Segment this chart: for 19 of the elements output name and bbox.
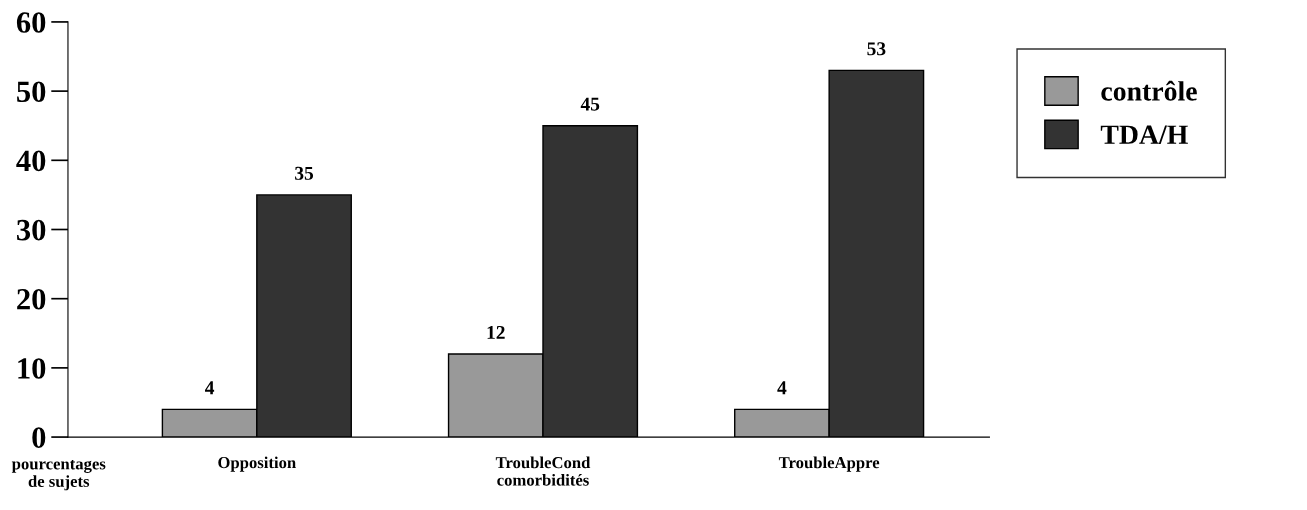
y-tick-label: 30 xyxy=(17,219,46,241)
x-tick-label: Opposition xyxy=(218,456,296,472)
legend-label: TDA/H xyxy=(1100,125,1188,145)
x-tick-label: TroubleCond comorbidités xyxy=(495,456,591,486)
data-label: 35 xyxy=(295,166,314,180)
data-label: 4 xyxy=(777,381,787,395)
y-tick-label: 0 xyxy=(32,427,46,448)
y-tick-label: 20 xyxy=(17,288,46,310)
data-label: 53 xyxy=(867,42,886,56)
y-tick-label: 50 xyxy=(17,81,46,103)
x-tick-label: TroubleAppre xyxy=(778,456,880,472)
y-tick-label: 40 xyxy=(16,150,46,172)
y-axis-title: pourcentages de sujets xyxy=(11,459,106,491)
data-label: 4 xyxy=(205,381,215,395)
y-tick-label: 60 xyxy=(16,12,46,33)
legend-label: contrôle xyxy=(1101,80,1197,101)
y-tick-label: 10 xyxy=(18,358,46,379)
data-label: 12 xyxy=(487,325,505,339)
data-label: 45 xyxy=(580,97,600,111)
